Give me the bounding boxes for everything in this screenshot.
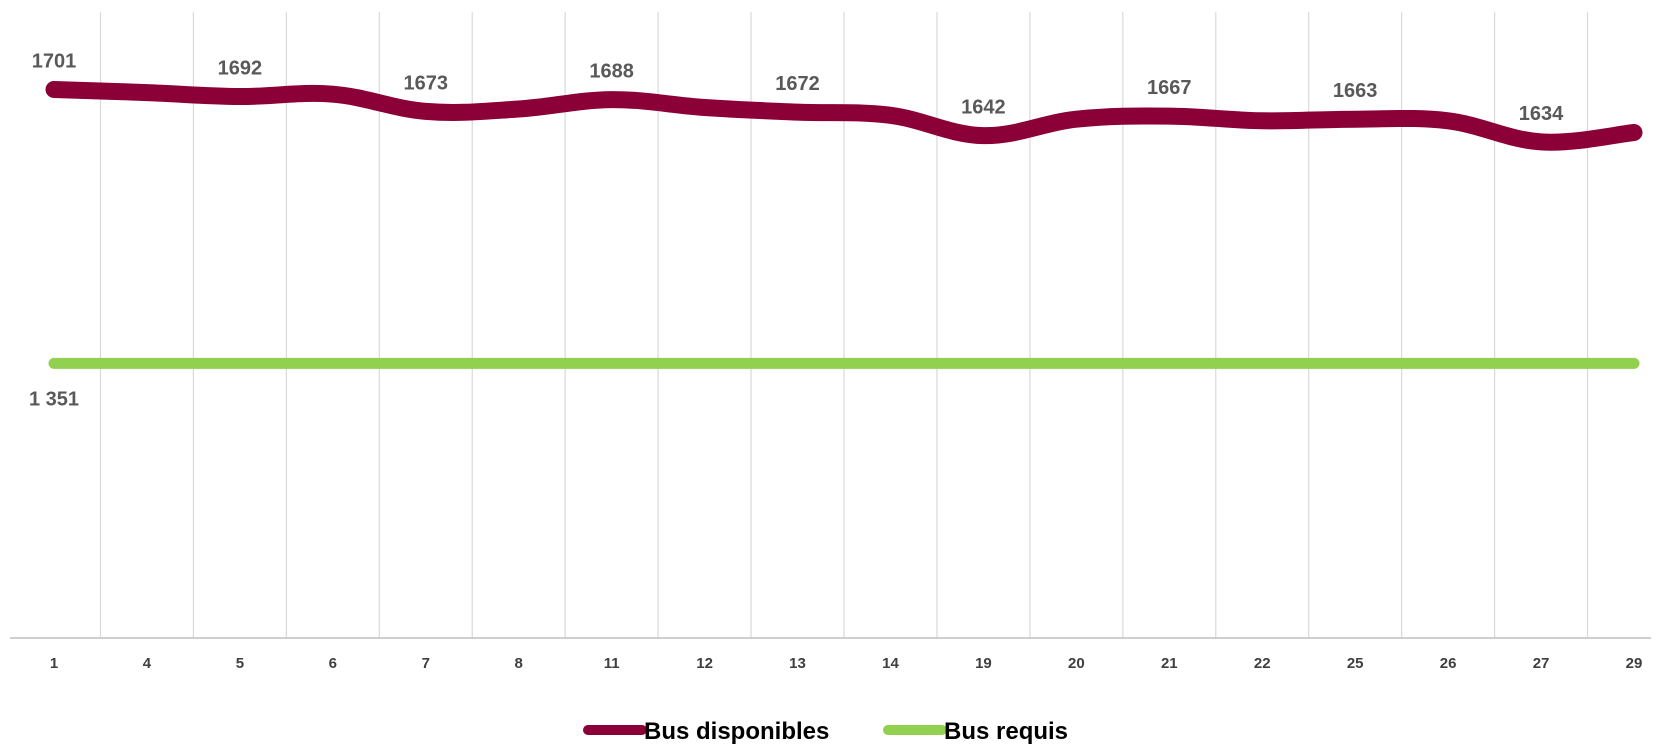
x-tick-label: 25 [1347, 655, 1364, 672]
data-label: 1663 [1333, 80, 1378, 102]
x-tick-label: 26 [1440, 655, 1457, 672]
x-tick-label: 4 [143, 655, 152, 672]
data-label: 1673 [404, 72, 449, 94]
x-tick-label: 11 [604, 655, 620, 672]
data-label: 1667 [1147, 77, 1192, 99]
legend-label: Bus requis [944, 718, 1068, 744]
x-tick-label: 8 [515, 655, 523, 672]
data-label: 1701 [32, 50, 77, 72]
x-tick-label: 14 [882, 655, 899, 672]
x-tick-label: 29 [1626, 655, 1643, 672]
data-label: 1642 [961, 97, 1006, 119]
x-tick-label: 13 [789, 655, 806, 672]
x-tick-labels: 1 4 5 6 7 8 11 12 13 14 19 20 21 22 25 26 27 29 [50, 655, 1643, 672]
data-label: 1688 [589, 61, 634, 83]
data-label: 1634 [1519, 103, 1564, 125]
x-tick-label: 6 [329, 655, 337, 672]
x-tick-label: 7 [422, 655, 430, 672]
x-tick-label: 19 [975, 655, 992, 672]
series-lines [45, 80, 1643, 369]
data-label: 1 351 [29, 388, 79, 410]
x-tick-label: 12 [696, 655, 713, 672]
series-line-bus-disponibles [45, 80, 1643, 151]
x-tick-label: 5 [236, 655, 244, 672]
x-tick-label: 22 [1254, 655, 1271, 672]
data-label: 1692 [218, 58, 263, 80]
data-label: 1672 [775, 73, 820, 95]
x-tick-label: 20 [1068, 655, 1085, 672]
x-tick-label: 21 [1161, 655, 1178, 672]
legend-label: Bus disponibles [644, 718, 829, 744]
legend: Bus disponibles Bus requis [583, 718, 1068, 744]
x-tick-label: 1 [50, 655, 58, 672]
data-labels: 1701 1692 1673 1688 1672 1642 1667 1663 1634 1 35… [29, 50, 1564, 410]
x-tick-label: 27 [1533, 655, 1550, 672]
